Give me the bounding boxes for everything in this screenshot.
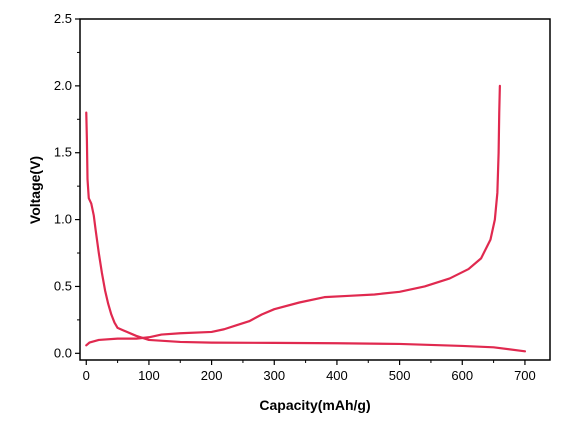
x-tick-label-0: 0 <box>83 368 90 383</box>
x-tick-label-300: 300 <box>263 368 285 383</box>
plot-frame <box>79 18 551 361</box>
series-layer <box>85 84 527 353</box>
y-tick-label-2: 2.0 <box>54 78 72 93</box>
x-tick-label-500: 500 <box>389 368 411 383</box>
x-tick-label-600: 600 <box>451 368 473 383</box>
y-axis-title: Voltage(V) <box>27 156 43 224</box>
y-tick-label-2.5: 2.5 <box>54 11 72 26</box>
series-line-2 <box>85 84 501 347</box>
y-tick-label-1: 1.0 <box>54 212 72 227</box>
x-tick-label-200: 200 <box>201 368 223 383</box>
axis-tick-labels: 0 100 200 300 400 500 600 700 0.0 0.5 1.0 1.5 2.0 2.5 <box>54 11 536 383</box>
x-axis-title: Capacity(mAh/g) <box>259 397 370 413</box>
y-tick-label-0.5: 0.5 <box>54 278 72 293</box>
y-tick-label-0: 0.0 <box>54 345 72 360</box>
x-tick-label-100: 100 <box>138 368 160 383</box>
y-tick-label-1.5: 1.5 <box>54 145 72 160</box>
x-tick-label-400: 400 <box>326 368 348 383</box>
series-line-1 <box>85 111 527 353</box>
x-tick-label-700: 700 <box>514 368 536 383</box>
axis-ticks <box>75 18 526 365</box>
